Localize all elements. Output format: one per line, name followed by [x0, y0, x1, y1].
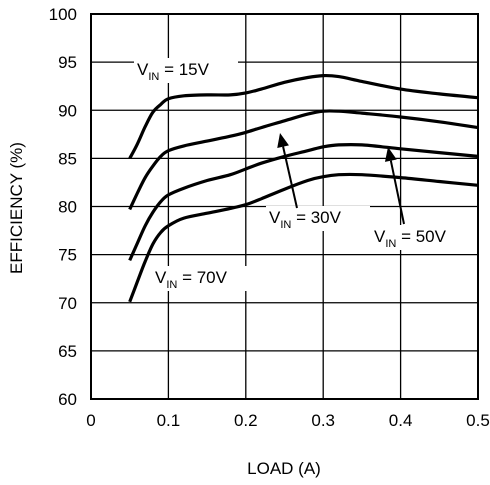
- x-tick-label: 0.4: [389, 411, 413, 430]
- annotation-background: [266, 206, 370, 231]
- y-tick-label: 70: [58, 294, 77, 313]
- y-axis-title: EFFICIENCY (%): [7, 142, 26, 274]
- series-line-2: [128, 109, 479, 211]
- series-annotation-3: VIN = 50V: [374, 227, 447, 250]
- annotations: VIN = 15V VIN = 30V VIN = 50V VIN = 70V: [134, 58, 475, 291]
- series-line-3: [128, 142, 479, 262]
- arrow-30v: [277, 133, 298, 209]
- x-axis-title: LOAD (A): [247, 459, 321, 478]
- y-tick-label: 80: [58, 198, 77, 217]
- plot-frame: [90, 13, 479, 400]
- y-tick-label: 75: [58, 246, 77, 265]
- series-annotation-4: VIN = 70V: [155, 268, 228, 291]
- y-tick-label: 90: [58, 101, 77, 120]
- annotation-background: [371, 225, 475, 250]
- x-tick-label: 0: [86, 411, 95, 430]
- y-tick-label: 65: [58, 342, 77, 361]
- y-tick-label: 60: [58, 390, 77, 409]
- x-tick-label: 0.5: [466, 411, 490, 430]
- series-annotation-1: VIN = 15V: [137, 60, 210, 83]
- series-line-4: [128, 172, 479, 303]
- annotation-background: [152, 266, 256, 291]
- y-tick-label: 95: [58, 53, 77, 72]
- y-tick-label: 100: [49, 5, 77, 24]
- x-tick-label: 0.1: [157, 411, 181, 430]
- series-lines: [128, 73, 479, 303]
- series-line-1: [128, 73, 479, 160]
- y-tick-label: 85: [58, 149, 77, 168]
- annotation-background: [134, 58, 238, 83]
- tick-labels: 0 0.1 0.2 0.3 0.4 0.5 60 65 70 75 80 85 90 95 100: [49, 5, 490, 430]
- x-tick-label: 0.2: [234, 411, 258, 430]
- series-annotation-2: VIN = 30V: [269, 208, 342, 231]
- arrow-50v: [384, 147, 405, 225]
- x-tick-label: 0.3: [311, 411, 335, 430]
